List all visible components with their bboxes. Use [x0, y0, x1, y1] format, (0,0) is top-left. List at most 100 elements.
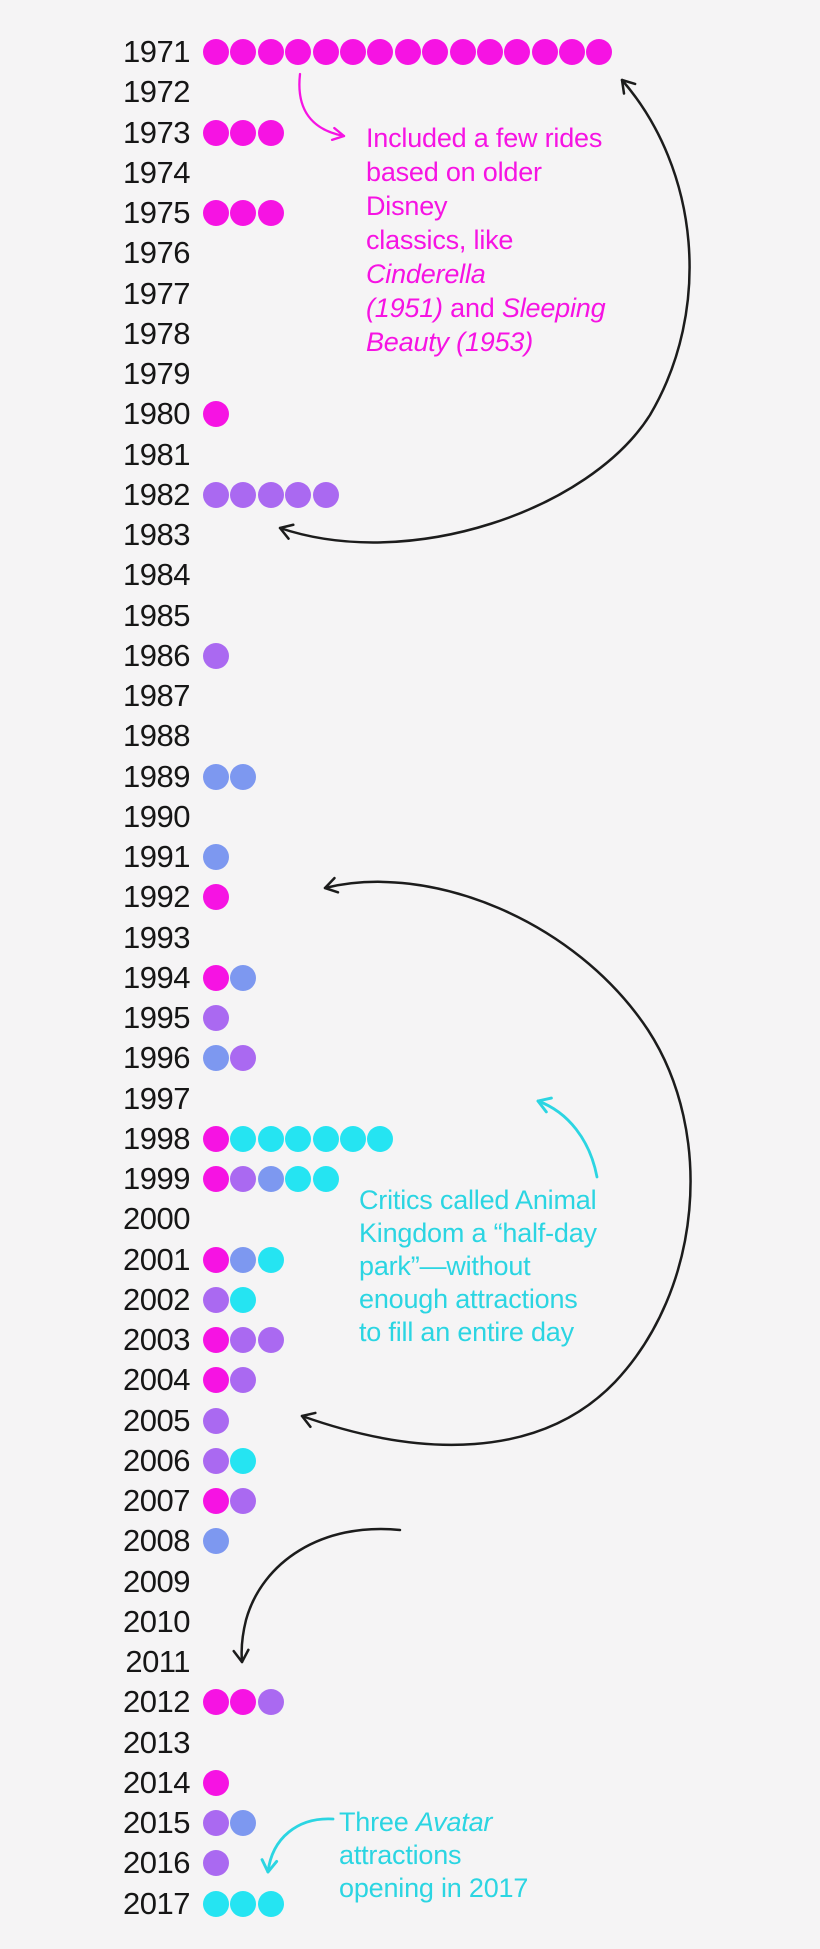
dot-group — [203, 1407, 229, 1434]
dot-group — [203, 1447, 257, 1474]
year-label: 1985 — [123, 597, 190, 633]
year-label: 2009 — [123, 1563, 190, 1599]
attraction-dot-cyan — [285, 1125, 312, 1152]
attraction-dot-purple — [203, 1810, 229, 1837]
year-label: 1975 — [123, 195, 190, 231]
dot-group — [203, 1045, 257, 1072]
annotation-line: Three Avatar — [339, 1806, 569, 1839]
year-label: 1997 — [123, 1080, 190, 1116]
year-row-1979: 1979 — [0, 354, 820, 394]
year-label: 1987 — [123, 678, 190, 714]
dot-group — [203, 401, 229, 428]
attraction-dot-blue — [203, 1528, 229, 1555]
attraction-dot-purple — [230, 1367, 257, 1394]
dot-group — [203, 964, 257, 991]
attraction-dot-purple — [257, 1327, 284, 1354]
attraction-dot-purple — [285, 481, 312, 508]
annotation-line: Beauty (1953) — [366, 325, 616, 359]
year-row-1973: 1973 — [0, 113, 820, 153]
attraction-dot-cyan — [230, 1125, 257, 1152]
year-label: 1976 — [123, 235, 190, 271]
attraction-dot-magenta — [203, 884, 229, 911]
year-row-1984: 1984 — [0, 555, 820, 595]
dot-group — [203, 1810, 257, 1837]
year-label: 1993 — [123, 919, 190, 955]
attraction-dot-purple — [230, 1488, 257, 1515]
year-label: 2008 — [123, 1523, 190, 1559]
year-label: 1983 — [123, 517, 190, 553]
attraction-dot-purple — [203, 642, 229, 669]
year-label: 1986 — [123, 637, 190, 673]
dot-group — [203, 1769, 229, 1796]
year-row-2004: 2004 — [0, 1360, 820, 1400]
attraction-dot-blue — [203, 1045, 229, 1072]
year-row-1983: 1983 — [0, 515, 820, 555]
year-row-1978: 1978 — [0, 314, 820, 354]
annotation-line: (1951) and Sleeping — [366, 291, 616, 325]
year-label: 2014 — [123, 1764, 190, 1800]
attraction-dot-magenta — [203, 964, 229, 991]
attraction-dot-blue — [203, 763, 229, 790]
year-row-1993: 1993 — [0, 918, 820, 958]
attraction-dot-cyan — [312, 1125, 339, 1152]
year-label: 1974 — [123, 154, 190, 190]
year-row-1982: 1982 — [0, 475, 820, 515]
annotation-text-italic: Beauty (1953) — [366, 327, 534, 357]
year-row-2003: 2003 — [0, 1320, 820, 1360]
year-label: 2006 — [123, 1442, 190, 1478]
dot-group — [203, 844, 229, 871]
year-label: 1988 — [123, 718, 190, 754]
annotation-text: to fill an entire day — [359, 1317, 574, 1347]
attraction-dot-purple — [203, 1850, 229, 1877]
year-row-1975: 1975 — [0, 193, 820, 233]
dot-group — [203, 1327, 284, 1354]
year-row-2016: 2016 — [0, 1843, 820, 1883]
year-label: 1992 — [123, 879, 190, 915]
attraction-dot-cyan — [203, 1890, 229, 1917]
attraction-dot-purple — [257, 481, 284, 508]
year-label: 2017 — [123, 1885, 190, 1921]
attraction-dot-blue — [230, 1810, 257, 1837]
annotation-1971-rides: Included a few rides based on older Disne… — [366, 121, 616, 359]
attraction-dot-cyan — [312, 1166, 339, 1193]
dot-group — [203, 200, 284, 227]
year-label: 1984 — [123, 557, 190, 593]
annotation-text-italic: Cinderella — [366, 259, 486, 289]
year-label: 1972 — [123, 74, 190, 110]
attraction-dot-blue — [257, 1166, 284, 1193]
year-label: 2001 — [123, 1241, 190, 1277]
year-row-2007: 2007 — [0, 1481, 820, 1521]
year-row-2014: 2014 — [0, 1763, 820, 1803]
annotation-text: classics, like — [366, 225, 514, 255]
attraction-dot-cyan — [257, 1890, 284, 1917]
attraction-dot-magenta — [203, 1689, 229, 1716]
year-label: 2012 — [123, 1684, 190, 1720]
year-row-2013: 2013 — [0, 1723, 820, 1763]
year-row-1999: 1999 — [0, 1159, 820, 1199]
annotation-text: opening in 2017 — [339, 1873, 529, 1903]
annotation-text: based on older Disney — [366, 157, 542, 221]
dot-group — [203, 1850, 229, 1877]
arc-arrow-2012 — [232, 1527, 402, 1664]
annotation-text: Kingdom a “half-day — [359, 1218, 597, 1248]
year-label: 1998 — [123, 1120, 190, 1156]
annotation-text: attractions — [339, 1840, 462, 1870]
annotation-line: opening in 2017 — [339, 1872, 569, 1905]
year-row-2000: 2000 — [0, 1199, 820, 1239]
year-label: 1981 — [123, 436, 190, 472]
dot-group — [203, 1166, 339, 1193]
dot-group — [203, 1528, 229, 1555]
attraction-dot-magenta — [203, 39, 229, 66]
attraction-dot-magenta — [367, 39, 394, 66]
attraction-dot-purple — [312, 481, 339, 508]
attraction-dot-magenta — [203, 1367, 229, 1394]
year-label: 2003 — [123, 1322, 190, 1358]
year-row-2005: 2005 — [0, 1401, 820, 1441]
year-row-2009: 2009 — [0, 1562, 820, 1602]
attraction-dot-cyan — [257, 1125, 284, 1152]
year-row-2010: 2010 — [0, 1602, 820, 1642]
year-label: 1995 — [123, 1000, 190, 1036]
annotation-line: park”—without — [359, 1250, 629, 1283]
